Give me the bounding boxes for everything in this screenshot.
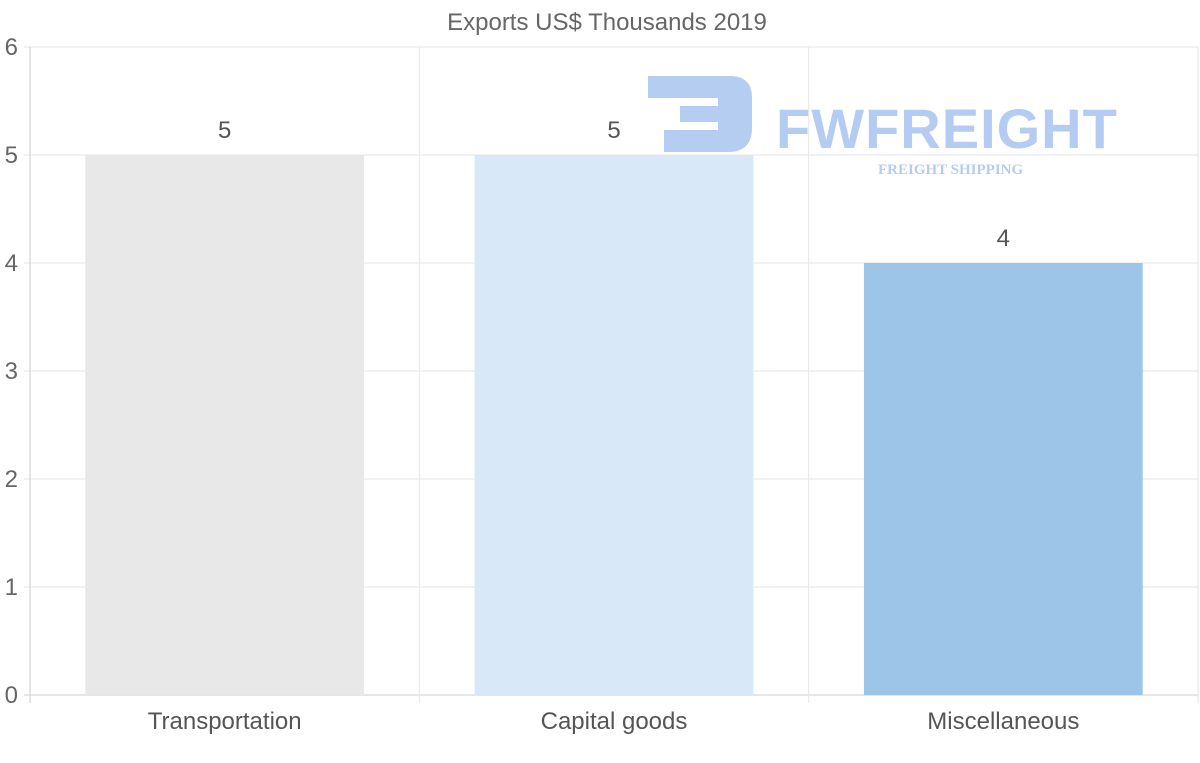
x-tick-label: Capital goods (541, 708, 688, 735)
x-tick-label: Transportation (148, 708, 302, 735)
y-tick-label: 6 (5, 34, 18, 61)
x-axis: Transportation Capital goods Miscellaneous (148, 708, 1080, 735)
y-tick-label: 2 (5, 466, 18, 493)
fwfreight-logo-icon (648, 76, 752, 152)
fwfreight-watermark: FWFREIGHT FREIGHT SHIPPING (648, 76, 1118, 178)
data-label: 5 (218, 117, 231, 144)
y-tick-label: 0 (5, 682, 18, 709)
bar-miscellaneous[interactable] (863, 263, 1143, 695)
y-axis: 0 1 2 3 4 5 6 (5, 34, 18, 709)
y-tick-label: 5 (5, 142, 18, 169)
data-label: 4 (997, 225, 1010, 252)
watermark-tagline: FREIGHT SHIPPING (878, 162, 1023, 178)
watermark-brand: FWFREIGHT (776, 97, 1118, 160)
x-tick-label: Miscellaneous (927, 708, 1079, 735)
bars (85, 155, 1143, 695)
y-tick-label: 3 (5, 358, 18, 385)
y-tick-label: 4 (5, 250, 18, 277)
bar-capital-goods[interactable] (474, 155, 754, 695)
chart-title: Exports US$ Thousands 2019 (447, 9, 767, 36)
data-label: 5 (607, 117, 620, 144)
bar-transportation[interactable] (85, 155, 365, 695)
data-labels: 5 5 4 (218, 117, 1010, 252)
y-tick-label: 1 (5, 574, 18, 601)
